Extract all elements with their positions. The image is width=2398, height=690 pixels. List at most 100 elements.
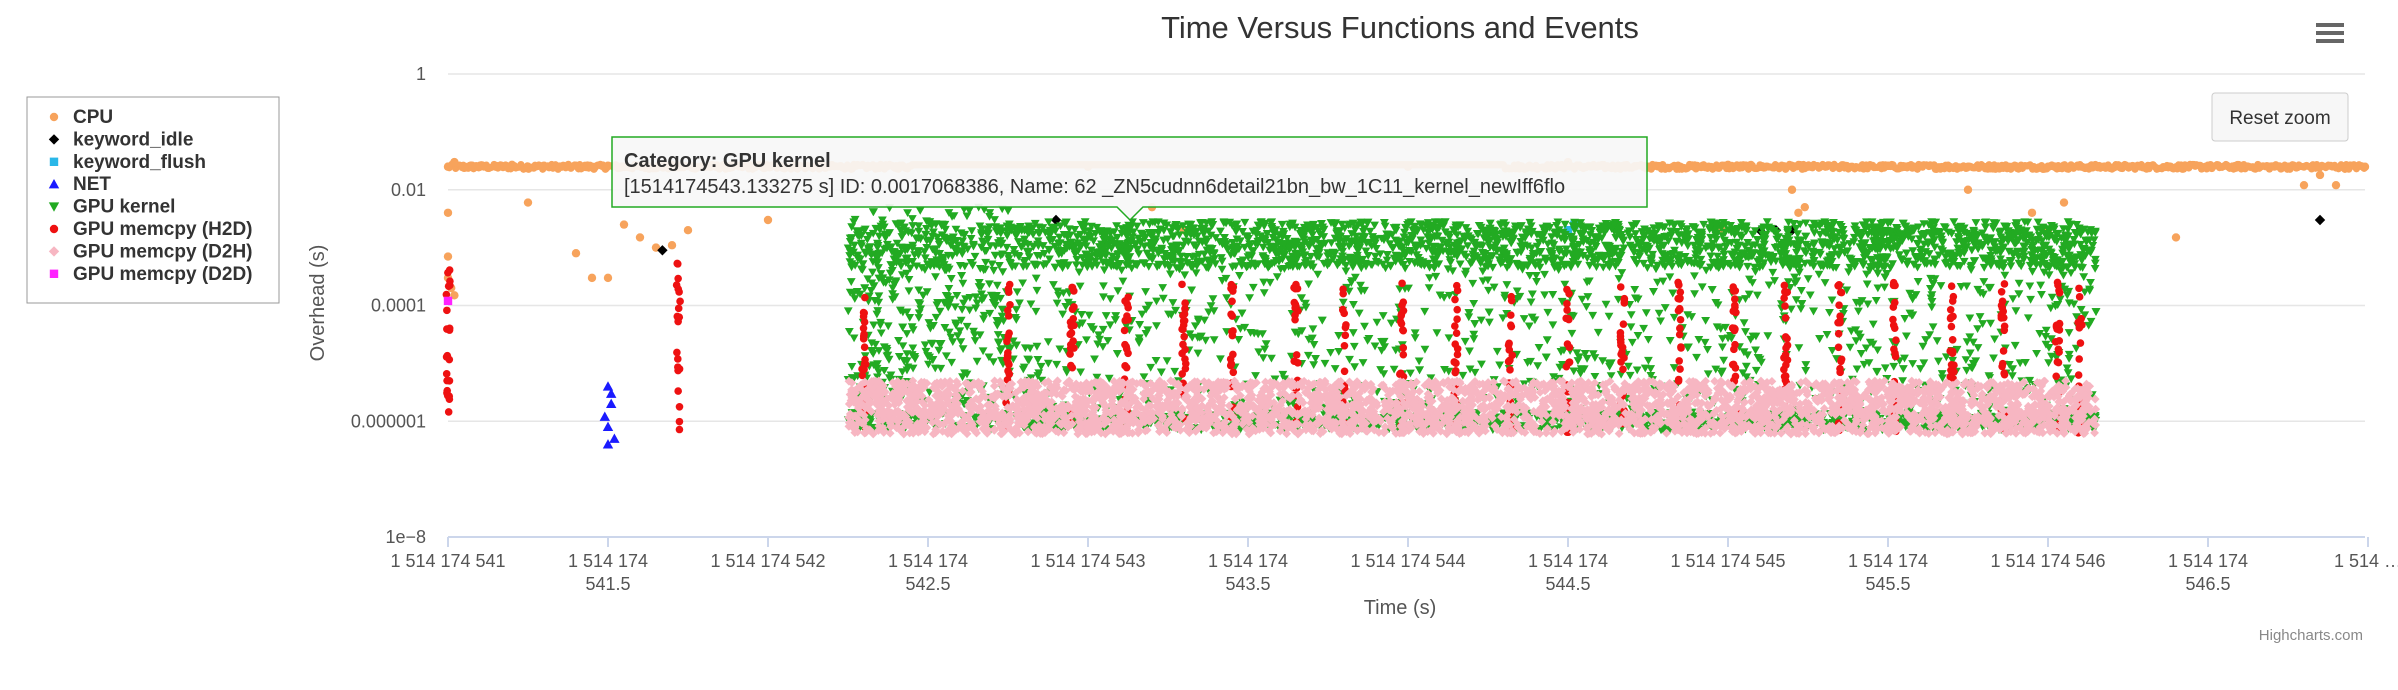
data-point — [1787, 185, 1797, 194]
data-point — [1251, 372, 1260, 380]
data-point — [2036, 281, 2046, 290]
data-point — [1820, 279, 1830, 287]
data-point — [1320, 359, 1330, 368]
data-point — [1043, 359, 1053, 368]
data-point — [1534, 344, 1544, 352]
data-point — [1248, 283, 1258, 292]
data-point — [1796, 305, 1806, 314]
data-point — [1420, 307, 1430, 316]
data-point — [2203, 161, 2213, 170]
data-point — [1360, 322, 1369, 331]
data-point — [1593, 328, 1603, 337]
x-tick-label: 543.5 — [1225, 574, 1270, 594]
data-point — [635, 233, 645, 242]
hamburger-menu-icon[interactable] — [2316, 22, 2344, 44]
x-tick-label: 545.5 — [1865, 574, 1910, 594]
data-point — [1796, 286, 1806, 295]
data-point — [1827, 296, 1837, 305]
data-point — [1011, 306, 1021, 314]
data-point — [1216, 355, 1225, 364]
data-point — [1692, 353, 1701, 362]
data-point — [1141, 288, 1150, 296]
chart-title: Time Versus Functions and Events — [1161, 10, 1639, 45]
data-point — [2000, 271, 2010, 280]
data-point — [1099, 282, 1108, 291]
data-point — [990, 216, 999, 224]
data-point — [459, 163, 469, 172]
data-point — [609, 433, 620, 443]
data-point — [1074, 268, 1084, 277]
data-point — [2299, 180, 2309, 190]
data-point — [1354, 309, 1364, 318]
data-point — [1703, 346, 1712, 354]
data-point — [603, 273, 613, 283]
x-tick-label: 1 514 174 — [1528, 551, 1608, 571]
x-tick-label: 1 514 … — [2334, 551, 2398, 571]
data-point — [1370, 342, 1380, 351]
data-point — [972, 357, 982, 366]
data-point — [1313, 270, 1323, 279]
data-point — [1825, 308, 1834, 317]
data-point — [1862, 280, 1872, 289]
data-point — [1400, 264, 1410, 273]
data-point — [571, 161, 581, 170]
data-point — [876, 329, 886, 338]
plot-area[interactable] — [442, 157, 2370, 449]
data-point — [1532, 278, 1541, 286]
y-tick-label: 0.000001 — [351, 411, 426, 431]
data-point — [1240, 218, 1250, 227]
data-point — [1470, 368, 1480, 377]
data-point — [1567, 329, 1577, 338]
data-point — [1900, 315, 1910, 323]
data-point — [1444, 334, 1454, 343]
data-point — [1414, 357, 1424, 366]
data-point — [1854, 307, 1863, 316]
data-point — [1654, 309, 1664, 318]
data-point — [1465, 347, 1474, 356]
data-point — [1718, 343, 1727, 352]
data-point — [849, 334, 859, 343]
data-point — [602, 381, 614, 391]
data-point — [1588, 311, 1598, 320]
data-point — [1719, 356, 1729, 365]
data-point — [989, 266, 999, 275]
x-tick-label: 1 514 174 544 — [1350, 551, 1465, 571]
data-point — [1794, 208, 1803, 217]
data-point — [443, 252, 453, 261]
y-axis-title: Overhead (s) — [307, 245, 329, 362]
data-point — [1653, 278, 1662, 287]
x-tick-label: 1 514 174 — [2168, 551, 2248, 571]
data-point — [1386, 319, 1396, 328]
data-point — [1883, 161, 1893, 170]
data-point — [587, 273, 597, 283]
data-point — [1723, 160, 1733, 169]
data-point — [443, 208, 453, 217]
data-point — [1928, 323, 1938, 332]
data-point — [2037, 291, 2046, 299]
data-point — [2086, 278, 2095, 287]
data-point — [1626, 323, 1636, 332]
data-point — [1180, 271, 1190, 280]
data-point — [1916, 365, 1925, 373]
data-point — [1880, 364, 1890, 373]
data-point — [1971, 219, 1981, 227]
data-point — [2023, 314, 2033, 323]
data-point — [1963, 185, 1973, 194]
data-point — [1577, 295, 1587, 304]
data-point — [1054, 291, 1063, 300]
data-point — [1478, 277, 1488, 286]
x-tick-label: 1 514 174 — [568, 551, 648, 571]
data-point — [1208, 295, 1218, 304]
data-point — [1582, 303, 1591, 311]
data-point — [1105, 295, 1115, 304]
data-point — [1090, 355, 1099, 364]
data-point — [1495, 361, 1505, 370]
data-point — [1856, 350, 1866, 358]
data-point — [1965, 349, 1975, 358]
data-point — [1052, 360, 1061, 369]
x-tick-label: 1 514 174 546 — [1990, 551, 2105, 571]
data-point — [1633, 332, 1643, 340]
